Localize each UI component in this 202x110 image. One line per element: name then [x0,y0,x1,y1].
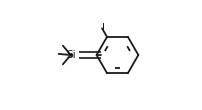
Text: I: I [101,23,104,33]
Text: Si: Si [66,50,75,60]
